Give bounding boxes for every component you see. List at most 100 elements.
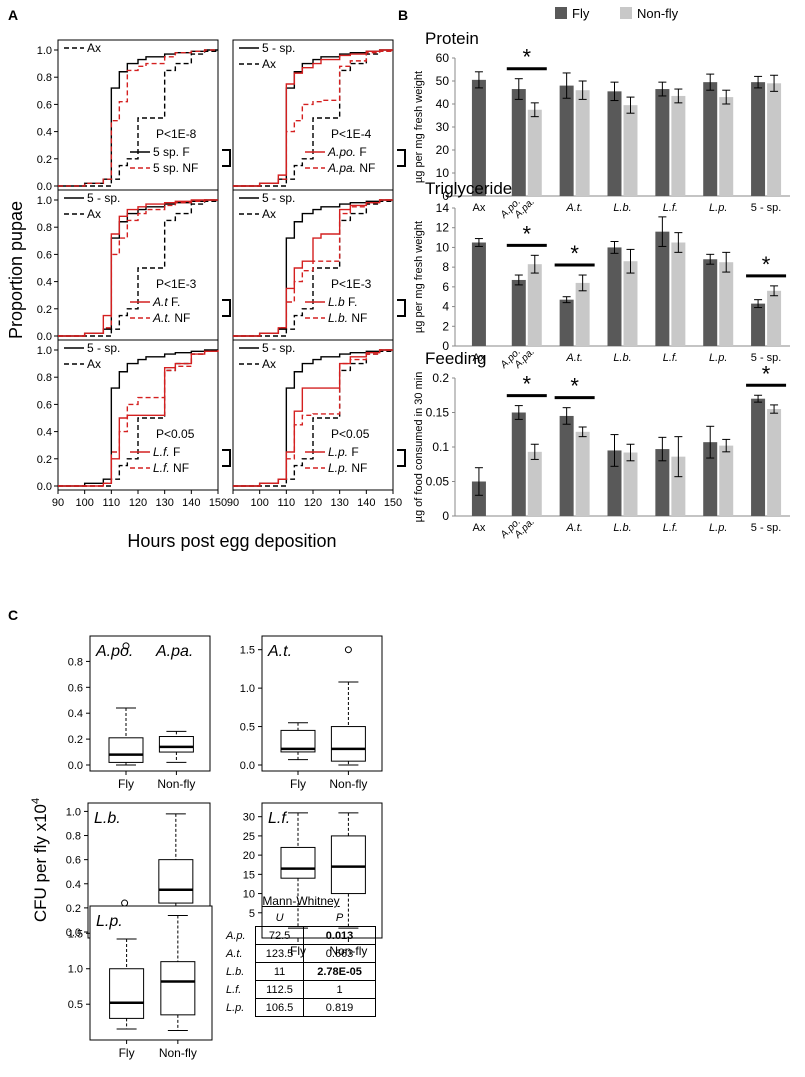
legend-label-italic: L.f. bbox=[153, 461, 170, 475]
legend-label-italic: A.t. bbox=[152, 311, 171, 325]
y-tick-label: 4 bbox=[442, 300, 449, 314]
legend-label: 5 sp. F bbox=[153, 145, 190, 159]
mann-whitney-table: Mann-Whitney U P A.p. 72.5 0.013 A.t. 12… bbox=[226, 894, 376, 1017]
x-tick-label: 130 bbox=[155, 497, 173, 509]
box-plot-2: 0.0 0.5 1.0 1.5 A.t. Fly Non-fly bbox=[240, 635, 383, 791]
p-value-label: P<1E-8 bbox=[156, 127, 197, 141]
legend-label-suffix: NF bbox=[170, 461, 189, 475]
box-iqr bbox=[330, 726, 366, 762]
table-row: A.p. 72.5 0.013 bbox=[226, 926, 376, 945]
bar-nonfly bbox=[575, 90, 590, 196]
p-value-label: P<1E-3 bbox=[331, 277, 372, 291]
series-ax bbox=[233, 50, 394, 187]
chart-ylabel: µg per mg fresh weight bbox=[413, 221, 425, 333]
x-tick-label: 100 bbox=[250, 497, 268, 509]
y-tick-label: 8 bbox=[442, 260, 449, 274]
legend-label-suffix: NF bbox=[348, 461, 367, 475]
y-tick-label: 1.0 bbox=[37, 195, 52, 207]
legend-swatch-fly bbox=[555, 7, 567, 19]
y-tick-label: 2 bbox=[442, 319, 449, 333]
legend-label-nonfly: Non-fly bbox=[637, 6, 679, 21]
series-l-f-nf bbox=[58, 350, 219, 487]
category-label: L.b. bbox=[613, 202, 631, 214]
series-a-t-f- bbox=[58, 199, 218, 337]
x-tick-label: 140 bbox=[182, 497, 200, 509]
p-value: 0.663 bbox=[303, 944, 376, 963]
legend-label: 5 - sp. bbox=[262, 341, 295, 355]
series-ax bbox=[58, 350, 219, 487]
y-tick-label: 0.2 bbox=[37, 454, 52, 466]
y-tick-label: 1.5 bbox=[240, 645, 255, 657]
bar-nonfly bbox=[527, 264, 542, 346]
panel-b-bar-charts: Fly Non-fly Protein µg per mg fresh weight 0… bbox=[413, 6, 790, 541]
y-tick-label: 0.2 bbox=[432, 371, 449, 385]
y-tick-label: 0.2 bbox=[66, 903, 81, 915]
bar-nonfly bbox=[527, 451, 542, 516]
y-tick-label: 0.0 bbox=[240, 760, 255, 772]
bar-nonfly bbox=[671, 95, 686, 196]
legend-label-italic: A.po. bbox=[327, 145, 356, 159]
panel-a-ylabel: Proportion pupae bbox=[6, 201, 26, 339]
y-tick-label: 1.0 bbox=[68, 964, 83, 976]
box-iqr bbox=[109, 968, 145, 1019]
chart-title: Triglyceride bbox=[425, 179, 512, 198]
mann-whitney-title: Mann-Whitney bbox=[262, 894, 340, 908]
series-ax bbox=[58, 200, 219, 337]
x-tick-label: 150 bbox=[384, 497, 402, 509]
y-tick-label: 0.4 bbox=[37, 427, 52, 439]
y-tick-label: 1.0 bbox=[37, 45, 52, 57]
bar-nonfly bbox=[671, 242, 686, 346]
u-value: 72.5 bbox=[254, 926, 305, 945]
bar-nonfly bbox=[767, 290, 782, 346]
category-label: L.p. bbox=[709, 202, 727, 214]
x-tick-label: 120 bbox=[304, 497, 322, 509]
significance-star: * bbox=[523, 45, 532, 70]
y-tick-label: 0.2 bbox=[68, 734, 83, 746]
y-tick-label: 0.5 bbox=[68, 999, 83, 1011]
bar-fly bbox=[471, 79, 486, 196]
legend-label-suffix: NF bbox=[348, 311, 367, 325]
legend-label-suffix: F. bbox=[168, 295, 181, 309]
legend-label-suffix: 5 sp. F bbox=[153, 145, 190, 159]
category-label: L.f. bbox=[663, 352, 678, 364]
row-label: L.p. bbox=[226, 1001, 245, 1014]
y-tick-label: 0.0 bbox=[68, 760, 83, 772]
survival-subpanel-2: 5 - sp.AxP<1E-4A.po. FA.pa. NF bbox=[232, 39, 406, 191]
u-value: 11 bbox=[254, 962, 305, 981]
y-tick-label: 0.4 bbox=[37, 277, 52, 289]
box-iqr bbox=[160, 961, 196, 1016]
chart-ylabel: µg of food consumed in 30 min bbox=[413, 372, 425, 523]
chart-title: Protein bbox=[425, 29, 479, 48]
legend-label: L.f. NF bbox=[153, 461, 189, 475]
x-tick-label: 120 bbox=[129, 497, 147, 509]
bar-fly bbox=[511, 89, 526, 196]
bar-fly bbox=[559, 415, 574, 516]
p-value-label: P<0.05 bbox=[331, 427, 370, 441]
bar-fly bbox=[559, 299, 574, 346]
u-value: 106.5 bbox=[254, 998, 305, 1017]
y-tick-label: 0.0 bbox=[66, 927, 81, 939]
bar-fly bbox=[655, 89, 670, 196]
y-tick-label: 0.2 bbox=[37, 154, 52, 166]
y-tick-label: 1.0 bbox=[37, 345, 52, 357]
y-tick-label: 0 bbox=[442, 339, 449, 353]
legend-label-fly: Fly bbox=[572, 6, 590, 21]
bar-nonfly bbox=[671, 456, 686, 516]
p-value-label: P<0.05 bbox=[156, 427, 195, 441]
legend-label: L.b. NF bbox=[328, 311, 367, 325]
x-tick-label: 130 bbox=[330, 497, 348, 509]
bar-fly bbox=[655, 231, 670, 346]
table-row: L.b. 11 2.78E-05 bbox=[226, 962, 376, 981]
legend-label: A.pa. NF bbox=[327, 161, 375, 175]
panel-c-label: C bbox=[8, 607, 18, 623]
y-tick-label: 0 bbox=[442, 509, 449, 523]
x-tick-label: Fly bbox=[290, 777, 306, 791]
survival-subpanel-1: 0.0 0.2 0.4 0.6 0.8 1.0 Ax P<1E-8 5 sp. F 5 sp. N… bbox=[37, 39, 231, 193]
bar-fly bbox=[607, 91, 622, 196]
y-tick-label: 0.4 bbox=[37, 127, 52, 139]
y-tick-label: 0.4 bbox=[66, 879, 81, 891]
y-tick-label: 5 bbox=[249, 908, 255, 920]
y-tick-label: 0.8 bbox=[37, 222, 52, 234]
organism-label: A.pa. bbox=[155, 643, 193, 660]
